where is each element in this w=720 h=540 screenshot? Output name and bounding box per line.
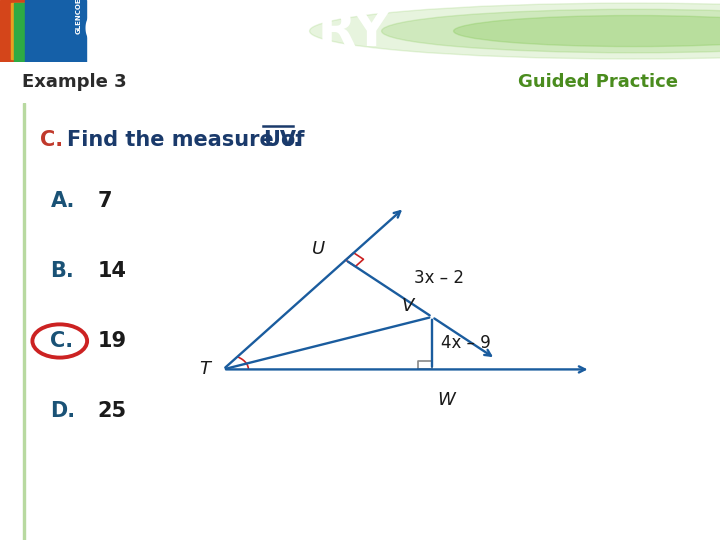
Text: A.: A. (50, 191, 75, 211)
Bar (36, 62, 72, 103)
Bar (432, 62, 468, 103)
Bar (11, 3, 65, 59)
Text: 19: 19 (97, 331, 126, 351)
Bar (468, 62, 504, 103)
Text: GEOMETRY: GEOMETRY (83, 8, 390, 56)
Text: C.: C. (40, 130, 63, 150)
Bar (576, 62, 612, 103)
Bar (108, 62, 144, 103)
Bar (252, 62, 288, 103)
Bar (144, 62, 180, 103)
Text: 14: 14 (97, 261, 126, 281)
Bar (180, 62, 216, 103)
Bar (14, 3, 76, 62)
Bar (540, 62, 576, 103)
Bar (216, 62, 252, 103)
Text: B.: B. (50, 261, 74, 281)
Text: GLENCOE: GLENCOE (76, 0, 81, 34)
Text: Find the measure of: Find the measure of (67, 130, 305, 150)
Text: U: U (312, 240, 325, 258)
Bar (288, 62, 324, 103)
Circle shape (454, 16, 720, 46)
Text: T: T (199, 360, 210, 379)
Text: C.: C. (50, 331, 73, 351)
Text: Guided Practice: Guided Practice (518, 73, 678, 91)
Bar (72, 62, 108, 103)
Bar (0, 0, 61, 62)
Bar (504, 62, 540, 103)
Bar (684, 62, 720, 103)
Bar (324, 62, 360, 103)
Text: D.: D. (50, 401, 76, 421)
Text: 7: 7 (97, 191, 112, 211)
Text: W: W (438, 392, 456, 409)
Circle shape (382, 9, 720, 53)
Bar (612, 62, 648, 103)
Text: 4x – 9: 4x – 9 (441, 334, 490, 352)
Circle shape (310, 3, 720, 59)
Bar (360, 62, 396, 103)
Bar (648, 62, 684, 103)
Text: Example 3: Example 3 (22, 73, 126, 91)
Bar (0, 62, 36, 103)
Bar (23, 103, 25, 540)
Text: UV.: UV. (263, 130, 301, 150)
Text: 3x – 2: 3x – 2 (414, 268, 464, 287)
Bar (25, 0, 86, 62)
Text: 25: 25 (97, 401, 126, 421)
Bar (396, 62, 432, 103)
Text: V: V (402, 297, 414, 315)
